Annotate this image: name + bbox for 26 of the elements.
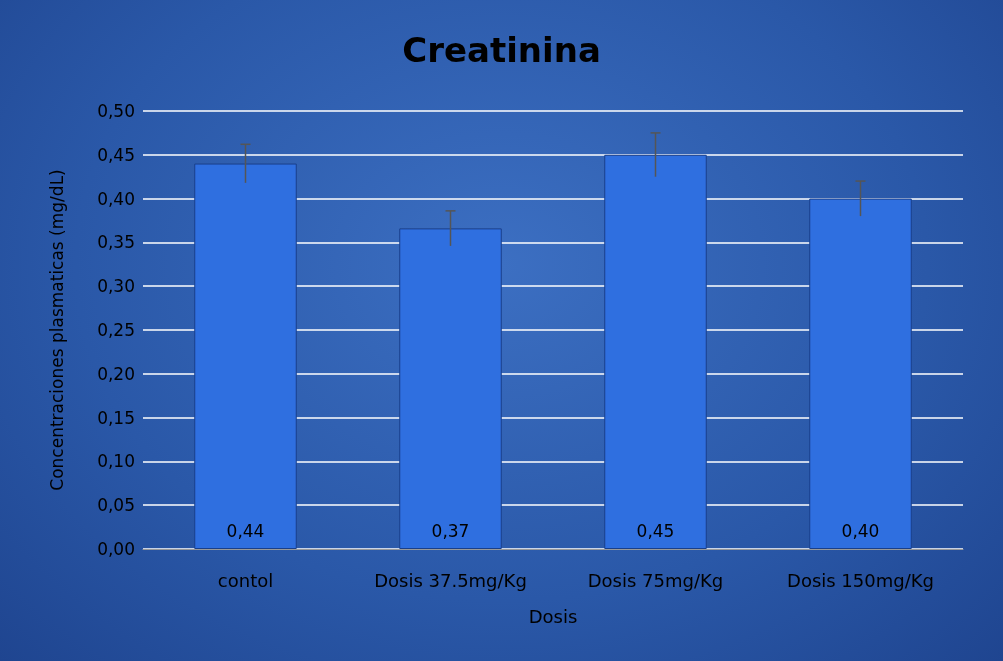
y-tick-label: 0,05: [97, 495, 135, 516]
y-axis-title: Concentraciones plasmaticas (mg/dL): [46, 169, 67, 491]
x-axis-title: Dosis: [528, 605, 578, 627]
y-tick-label: 0,00: [97, 539, 135, 559]
chart-title: Creatinina: [402, 30, 601, 70]
bar: [604, 154, 707, 549]
x-tick-label: Dosis 75mg/Kg: [587, 569, 724, 591]
bar: [194, 163, 297, 549]
data-label: 0,37: [431, 520, 470, 541]
y-tick-label: 0,45: [97, 144, 135, 165]
bar: [809, 198, 912, 549]
data-label: 0,45: [636, 520, 675, 541]
x-tick-label: Dosis 150mg/Kg: [787, 569, 934, 591]
y-tick-label: 0,25: [97, 320, 135, 340]
data-label: 0,40: [841, 520, 880, 541]
bar: [399, 228, 502, 549]
y-tick-label: 0,30: [97, 276, 135, 297]
y-tick-label: 0,40: [97, 188, 135, 209]
y-tick-label: 0,50: [97, 101, 135, 121]
y-tick-label: 0,20: [97, 363, 135, 384]
x-tick-label: Dosis 37.5mg/Kg: [374, 569, 527, 591]
x-tick-label: contol: [217, 569, 274, 591]
y-tick-label: 0,35: [97, 232, 135, 253]
data-label: 0,44: [226, 520, 265, 541]
y-tick-label: 0,10: [97, 451, 135, 472]
y-tick-label: 0,15: [97, 407, 135, 428]
